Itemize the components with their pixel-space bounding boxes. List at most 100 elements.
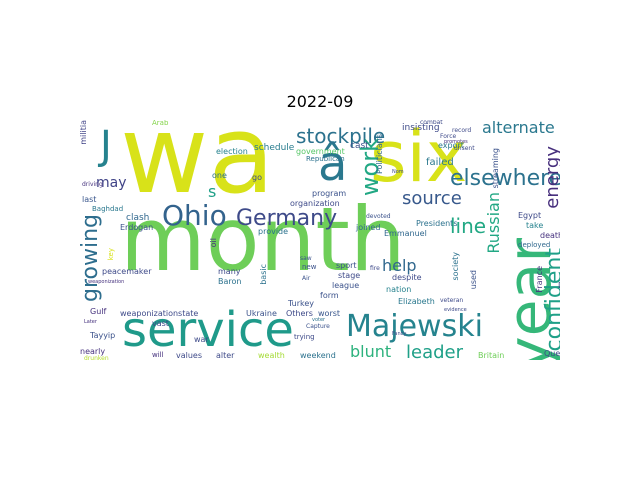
word-majewski: Majewski	[346, 309, 483, 344]
word-j: J	[100, 123, 112, 169]
word-air: Air	[302, 275, 311, 282]
word-despite: despite	[392, 273, 422, 282]
word-egypt: Egypt	[518, 211, 542, 220]
word-weaponizationstate: weaponizationstate	[120, 309, 199, 318]
word-combat: combat	[420, 120, 443, 126]
word-month: month	[120, 188, 406, 291]
word-form: form	[320, 291, 339, 300]
word-league: league	[332, 281, 360, 290]
word-promotes: promotes	[444, 139, 468, 145]
word-saw: saw	[300, 255, 312, 262]
word-evidence: evidence	[444, 307, 467, 313]
word-provide: provide	[258, 227, 289, 236]
word-energy: energy	[542, 146, 560, 209]
word-republican: Republican	[306, 155, 345, 163]
word-one: one	[212, 171, 227, 180]
word-tayyip: Tayyip	[90, 331, 116, 340]
word-nation: nation	[386, 285, 412, 294]
word-veteran: veteran	[440, 297, 464, 304]
word-devoted: devoted	[366, 213, 391, 220]
word-drunken: drunken	[84, 355, 109, 361]
word-record: record	[452, 127, 472, 134]
word-s: s	[208, 182, 217, 201]
word-force: Force	[440, 133, 457, 140]
word-unsent: unsent	[454, 145, 475, 152]
word-wealth: wealth	[258, 351, 285, 360]
word-insisting: insisting	[402, 123, 440, 133]
word-later: Later	[84, 319, 97, 325]
word-society: society	[451, 252, 460, 281]
chart-title: 2022-09	[286, 92, 354, 111]
word-used: used	[469, 270, 478, 290]
word-sport: sport	[336, 261, 357, 270]
word-others: Others	[286, 309, 313, 318]
word-organization: organization	[290, 199, 340, 208]
word-queen: Queen	[544, 349, 560, 358]
word-schedule: schedule	[254, 143, 295, 153]
word-russian: Russian	[484, 192, 503, 254]
word-deep: Deep	[558, 282, 560, 290]
word-militia: militia	[80, 120, 88, 145]
word-nom: Nom	[392, 169, 404, 175]
word-source: source	[402, 188, 462, 209]
word-wa: wa	[120, 120, 275, 218]
word-peacemaker: peacemaker	[102, 267, 152, 276]
word-voter: voter	[312, 317, 326, 323]
word-new: new	[302, 263, 317, 271]
word-alter: alter	[216, 351, 235, 360]
word-fancy: Fancy	[392, 331, 407, 337]
word-line: line	[450, 214, 487, 238]
word-clash: clash	[126, 213, 150, 223]
word-france: France	[535, 266, 544, 293]
word-growing: growing	[80, 214, 103, 302]
word-alternate: alternate	[482, 120, 555, 137]
word-erdogan: Erdogan	[120, 223, 154, 232]
word-vast: vast	[152, 319, 169, 328]
word-many: many	[218, 267, 241, 276]
word-ukraine: Ukraine	[246, 309, 277, 318]
word-failed: failed	[426, 157, 454, 168]
word-ohio: Ohio	[162, 199, 227, 232]
word-death: death	[540, 231, 560, 240]
word-streaming: streaming	[491, 148, 500, 189]
word-may: may	[96, 175, 127, 191]
word-germany: Germany	[236, 206, 338, 231]
word-presidents: Presidents	[416, 219, 458, 228]
word-politicians: Politicians	[375, 134, 384, 174]
word-help: help	[382, 256, 417, 275]
word-elsewhere: elsewhere	[450, 166, 560, 191]
word-election: election	[216, 147, 248, 156]
word-war: war	[194, 335, 209, 344]
word-basic: basic	[259, 264, 268, 285]
word-take: take	[526, 221, 544, 230]
word-weaponization: weaponization	[88, 279, 125, 285]
word-key: key	[107, 248, 115, 261]
word-blunt: blunt	[350, 342, 392, 360]
word-government: government	[296, 147, 345, 156]
word-six: six	[370, 120, 468, 198]
word-will: will	[152, 351, 164, 359]
word-fire: fire	[370, 265, 380, 272]
word-capture: Capture	[306, 323, 330, 330]
word-britain: Britain	[478, 351, 505, 360]
word-export: export	[438, 141, 464, 150]
word-: â	[318, 136, 348, 192]
word-joined: joined	[356, 223, 381, 232]
word-stockpile: stockpile	[296, 124, 386, 148]
word-deployed: deployed	[518, 241, 551, 249]
word-arab: Arab	[152, 120, 169, 127]
word-values: values	[176, 351, 203, 360]
word-baron: Baron	[218, 277, 242, 286]
word-gulf: Gulf	[90, 307, 107, 316]
word-driving: driving	[82, 181, 103, 188]
word-turkey: Turkey	[288, 299, 315, 308]
word-oil: oil	[209, 238, 218, 248]
word-service: service	[122, 302, 294, 358]
word-worst: worst	[318, 309, 341, 318]
word-confident: confident	[542, 248, 560, 352]
word-emmanuel: Emmanuel	[384, 229, 427, 238]
word-baghdad: Baghdad	[92, 205, 124, 213]
word-program: program	[312, 189, 347, 198]
word-leader: leader	[406, 342, 464, 361]
